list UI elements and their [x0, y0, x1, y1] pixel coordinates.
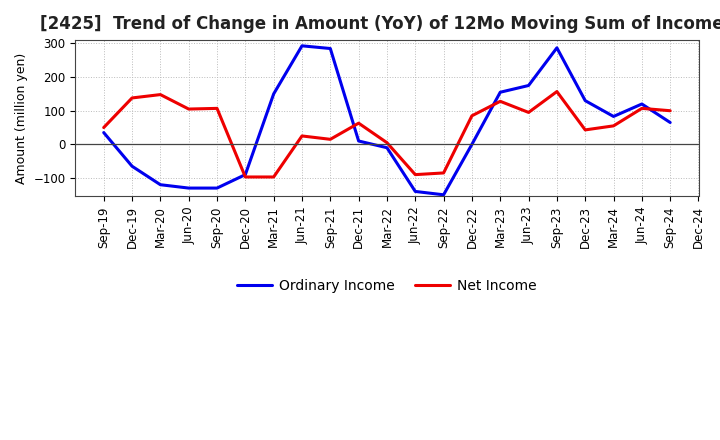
- Ordinary Income: [241, 172, 250, 177]
- Net Income: [241, 174, 250, 180]
- Ordinary Income: [156, 182, 165, 187]
- Net Income: [524, 110, 533, 115]
- Ordinary Income: [297, 43, 306, 48]
- Net Income: [552, 89, 561, 94]
- Title: [2425]  Trend of Change in Amount (YoY) of 12Mo Moving Sum of Incomes: [2425] Trend of Change in Amount (YoY) o…: [40, 15, 720, 33]
- Net Income: [99, 125, 108, 130]
- Net Income: [496, 99, 505, 104]
- Ordinary Income: [269, 91, 278, 96]
- Net Income: [609, 123, 618, 128]
- Ordinary Income: [637, 101, 646, 106]
- Net Income: [326, 137, 335, 142]
- Ordinary Income: [127, 164, 136, 169]
- Ordinary Income: [382, 145, 391, 150]
- Legend: Ordinary Income, Net Income: Ordinary Income, Net Income: [232, 274, 542, 299]
- Net Income: [354, 121, 363, 126]
- Net Income: [184, 106, 193, 112]
- Ordinary Income: [354, 138, 363, 143]
- Ordinary Income: [666, 120, 675, 125]
- Ordinary Income: [99, 130, 108, 135]
- Y-axis label: Amount (million yen): Amount (million yen): [15, 53, 28, 184]
- Net Income: [581, 127, 590, 132]
- Ordinary Income: [439, 192, 448, 198]
- Net Income: [297, 133, 306, 139]
- Ordinary Income: [184, 185, 193, 191]
- Ordinary Income: [212, 185, 221, 191]
- Net Income: [439, 170, 448, 176]
- Ordinary Income: [524, 83, 533, 88]
- Ordinary Income: [467, 142, 476, 147]
- Net Income: [127, 95, 136, 101]
- Ordinary Income: [496, 90, 505, 95]
- Net Income: [212, 106, 221, 111]
- Net Income: [382, 140, 391, 145]
- Ordinary Income: [552, 45, 561, 51]
- Ordinary Income: [609, 114, 618, 119]
- Ordinary Income: [581, 98, 590, 103]
- Ordinary Income: [411, 189, 420, 194]
- Net Income: [637, 106, 646, 111]
- Line: Net Income: Net Income: [104, 92, 670, 177]
- Net Income: [156, 92, 165, 97]
- Line: Ordinary Income: Ordinary Income: [104, 46, 670, 195]
- Net Income: [467, 113, 476, 118]
- Ordinary Income: [326, 46, 335, 51]
- Net Income: [666, 108, 675, 114]
- Net Income: [411, 172, 420, 177]
- Net Income: [269, 174, 278, 180]
